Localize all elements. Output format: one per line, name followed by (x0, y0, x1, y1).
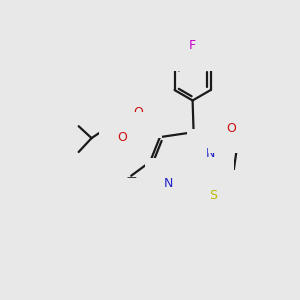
Text: O: O (133, 106, 143, 119)
Text: N: N (206, 148, 215, 160)
Text: S: S (209, 189, 217, 202)
Text: —: — (126, 172, 136, 182)
Text: O: O (226, 122, 236, 135)
Text: O: O (117, 130, 127, 144)
Text: N: N (164, 177, 173, 190)
Text: F: F (189, 40, 196, 52)
